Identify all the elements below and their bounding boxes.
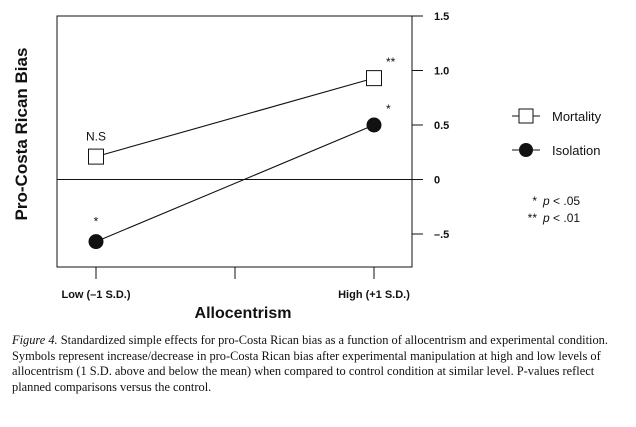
- sig-key-symbol: **: [528, 211, 538, 225]
- y-tick-label: 1.0: [434, 66, 449, 78]
- sig-key-text: p < .01: [542, 211, 580, 225]
- data-point-isolation: [88, 234, 104, 250]
- sig-key-symbol: *: [532, 194, 537, 208]
- significance-annotation: N.S: [86, 130, 106, 144]
- figure-caption: Figure 4. Standardized simple effects fo…: [12, 333, 622, 395]
- plot-frame: [56, 15, 413, 268]
- significance-annotation: *: [94, 215, 99, 229]
- y-tick-label: 1.5: [434, 11, 449, 23]
- x-axis-label: Allocentrism: [195, 305, 292, 322]
- y-tick-label: 0: [434, 175, 440, 187]
- legend-marker-mortality: [518, 108, 534, 124]
- caption-text: Standardized simple effects for pro-Cost…: [12, 333, 608, 394]
- legend-label: Mortality: [552, 109, 602, 124]
- series-line-mortality: [95, 77, 375, 158]
- y-tick-label: 0.5: [434, 120, 449, 132]
- data-point-mortality: [366, 70, 382, 87]
- significance-annotation: *: [386, 102, 391, 116]
- chart: 1.5 1.0 0.5 0 –.5 Low (–1 S.D.) High (+1 S.D.…: [12, 11, 602, 322]
- x-tick-label: High (+1 S.D.): [338, 289, 410, 301]
- data-point-isolation: [366, 117, 382, 133]
- legend-marker-isolation: [519, 143, 533, 157]
- caption-lead: Figure 4.: [12, 333, 58, 347]
- significance-key: * p < .05 ** p < .01: [528, 194, 581, 225]
- x-tick-label: Low (–1 S.D.): [61, 289, 130, 301]
- significance-annotation: **: [386, 55, 396, 69]
- series-line-isolation: [95, 124, 375, 243]
- y-tick-label: –.5: [434, 229, 449, 241]
- y-axis-label: Pro-Costa Rican Bias: [12, 48, 31, 221]
- sig-key-text: p < .05: [542, 194, 580, 208]
- legend: Mortality Isolation: [512, 108, 602, 158]
- legend-label: Isolation: [552, 143, 600, 158]
- data-point-mortality: [88, 148, 104, 165]
